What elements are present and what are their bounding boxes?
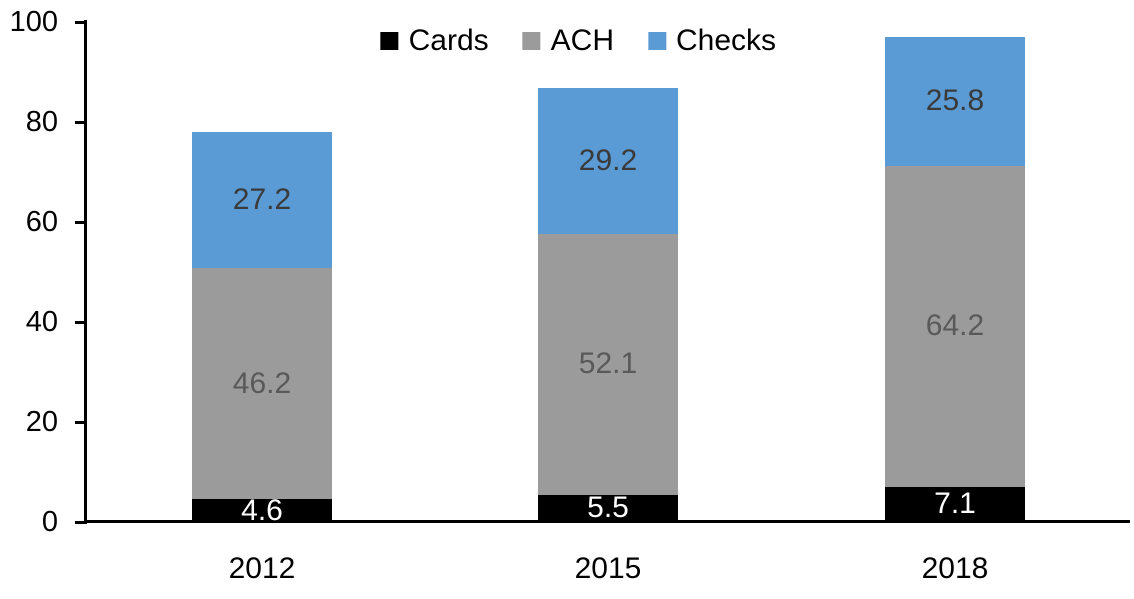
legend-label-checks: Checks [675,24,777,57]
data-label-ach-2018: 64.2 [925,309,985,342]
bar-segment-ach-2015: 52.1 [538,234,678,495]
legend-item-checks: Checks [647,24,777,57]
y-axis-line [84,20,87,523]
y-axis-tick [75,120,87,124]
data-label-cards-2015: 5.5 [587,491,629,525]
y-axis-tick [75,520,87,524]
x-axis-label-2018: 2018 [921,552,989,585]
y-axis-tick-label: 100 [9,6,58,38]
bar-segment-cards-2018: 7.1 [885,486,1025,522]
data-label-ach-2012: 46.2 [232,366,292,400]
y-axis-tick [75,320,87,324]
bar-segment-checks-2012: 27.2 [192,132,332,268]
bar-segment-checks-2018: 25.8 [885,36,1025,166]
y-axis-tick-label: 0 [41,506,58,538]
bar-segment-ach-2012: 46.2 [192,268,332,499]
data-label-cards-2018: 7.1 [934,487,976,521]
y-axis-tick-label: 40 [25,306,58,338]
data-label-cards-2012: 4.6 [241,493,283,527]
data-label-checks-2018: 25.8 [925,84,985,117]
y-axis-tick-label: 60 [25,206,58,238]
y-axis-tick-label: 20 [25,406,58,438]
legend-item-ach: ACH [522,24,614,57]
legend-swatch-checks-icon [647,32,666,50]
y-axis-tick [75,220,87,224]
y-axis-tick [75,20,87,24]
x-axis-label-2012: 2012 [228,552,296,585]
bar-segment-cards-2015: 5.5 [538,491,678,525]
bar-segment-checks-2015: 29.2 [538,88,678,234]
y-axis-tick-label: 80 [25,106,58,138]
data-label-ach-2015: 52.1 [578,347,638,381]
data-label-checks-2012: 27.2 [232,183,292,216]
legend-item-cards: Cards [380,24,489,57]
legend-swatch-ach-icon [522,32,541,50]
x-axis-label-2015: 2015 [574,552,642,585]
bar-segment-ach-2018: 64.2 [885,165,1025,487]
data-label-checks-2015: 29.2 [578,144,638,177]
bar-segment-cards-2012: 4.6 [192,495,332,525]
legend-label-cards: Cards [408,24,489,57]
y-axis-tick [75,420,87,424]
legend-swatch-cards-icon [380,32,399,50]
legend-label-ach: ACH [550,24,614,57]
